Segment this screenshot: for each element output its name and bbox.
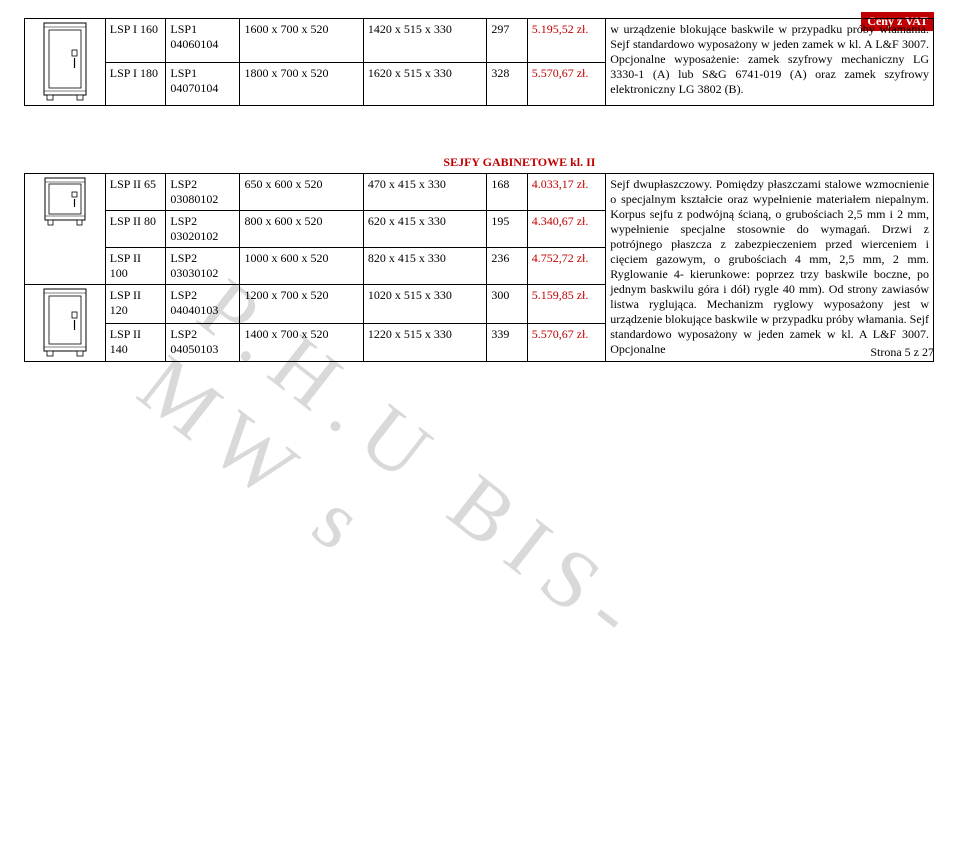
price-cell: 5.570,67 zł. <box>527 62 606 106</box>
dim1-cell: 800 x 600 x 520 <box>240 211 363 248</box>
weight-cell: 339 <box>487 323 527 362</box>
safe-image-cell <box>25 285 106 362</box>
model-cell: LSP II 140 <box>105 323 166 362</box>
price-cell: 4.340,67 zł. <box>527 211 606 248</box>
weight-cell: 236 <box>487 248 527 285</box>
weight-cell: 168 <box>487 174 527 211</box>
section-heading-row: SEJFY GABINETOWE kl. II <box>24 152 934 173</box>
price-cell: 5.570,67 zł. <box>527 323 606 362</box>
price-cell: 4.033,17 zł. <box>527 174 606 211</box>
dim2-cell: 1020 x 515 x 330 <box>363 285 486 324</box>
price-cell: 5.195,52 zł. <box>527 19 606 63</box>
safe-image-cell <box>25 19 106 106</box>
code-cell: LSP2 04040103 <box>166 285 240 324</box>
code-cell: LSP1 04070104 <box>166 62 240 106</box>
model-cell: LSP II 65 <box>105 174 166 211</box>
model-cell: LSP II 80 <box>105 211 166 248</box>
dim1-cell: 1000 x 600 x 520 <box>240 248 363 285</box>
safe-icon <box>43 288 87 358</box>
code-cell: LSP2 03030102 <box>166 248 240 285</box>
dim1-cell: 1200 x 700 x 520 <box>240 285 363 324</box>
dim1-cell: 1400 x 700 x 520 <box>240 323 363 362</box>
weight-cell: 195 <box>487 211 527 248</box>
table-section-2: LSP II 65 LSP2 03080102 650 x 600 x 520 … <box>24 173 934 362</box>
weight-cell: 300 <box>487 285 527 324</box>
dim2-cell: 1420 x 515 x 330 <box>363 19 486 63</box>
weight-cell: 297 <box>487 19 527 63</box>
model-cell: LSP I 160 <box>105 19 166 63</box>
description-cell: Sejf dwupłaszczowy. Pomiędzy płaszczami … <box>606 174 934 362</box>
code-cell: LSP2 03080102 <box>166 174 240 211</box>
weight-cell: 328 <box>487 62 527 106</box>
section-title: SEJFY GABINETOWE kl. II <box>105 152 934 173</box>
table-section-1: LSP I 160 LSP1 04060104 1600 x 700 x 520… <box>24 18 934 106</box>
dim2-cell: 620 x 415 x 330 <box>363 211 486 248</box>
dim1-cell: 650 x 600 x 520 <box>240 174 363 211</box>
price-cell: 5.159,85 zł. <box>527 285 606 324</box>
dim2-cell: 1220 x 515 x 330 <box>363 323 486 362</box>
model-cell: LSP II 100 <box>105 248 166 285</box>
dim2-cell: 1620 x 515 x 330 <box>363 62 486 106</box>
model-cell: LSP II 120 <box>105 285 166 324</box>
safe-icon <box>44 177 86 227</box>
code-cell: LSP2 03020102 <box>166 211 240 248</box>
table-row: LSP I 160 LSP1 04060104 1600 x 700 x 520… <box>25 19 934 63</box>
table-row: LSP II 65 LSP2 03080102 650 x 600 x 520 … <box>25 174 934 211</box>
safe-icon <box>43 22 87 102</box>
dim2-cell: 820 x 415 x 330 <box>363 248 486 285</box>
dim1-cell: 1600 x 700 x 520 <box>240 19 363 63</box>
dim2-cell: 470 x 415 x 330 <box>363 174 486 211</box>
code-cell: LSP2 04050103 <box>166 323 240 362</box>
dim1-cell: 1800 x 700 x 520 <box>240 62 363 106</box>
description-cell: w urządzenie blokujące baskwile w przypa… <box>606 19 934 106</box>
model-cell: LSP I 180 <box>105 62 166 106</box>
safe-image-cell <box>25 174 106 285</box>
price-cell: 4.752,72 zł. <box>527 248 606 285</box>
code-cell: LSP1 04060104 <box>166 19 240 63</box>
